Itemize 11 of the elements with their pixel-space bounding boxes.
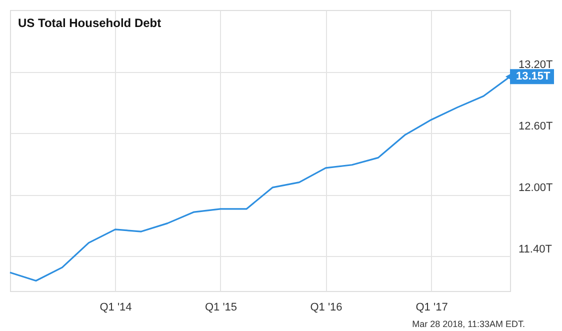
y-tick-label: 12.60T: [518, 120, 554, 133]
text: Mar 28 2018, 11:33AM EDT.: [412, 319, 525, 329]
x-tick-label: Q1 '17: [416, 302, 448, 314]
y-tick-label: 13.20T: [518, 59, 554, 72]
y-tick-label: 12.00T: [518, 182, 554, 194]
y-tick-label: 11.40T: [518, 244, 552, 256]
data-label: 13.15T: [516, 70, 551, 83]
x-tick-label: Q1 '16: [310, 302, 342, 314]
chart-title: US Total Household Debt: [18, 16, 162, 30]
x-tick-label: Q1 '14: [100, 302, 132, 314]
x-tick-label: Q1 '15: [204, 302, 238, 314]
